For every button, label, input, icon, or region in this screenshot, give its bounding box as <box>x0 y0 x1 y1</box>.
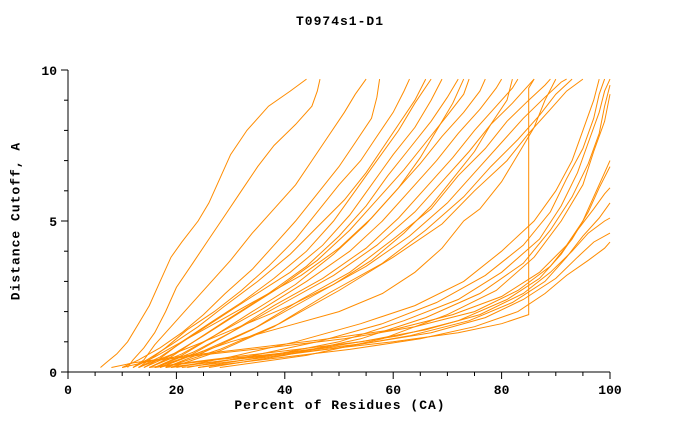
model-curve <box>149 217 611 368</box>
x-tick-label: 0 <box>64 383 72 398</box>
model-curve <box>143 78 470 368</box>
model-curve <box>154 78 535 368</box>
model-curve <box>138 78 513 368</box>
model-curve <box>154 232 611 368</box>
model-curve <box>154 78 557 368</box>
x-tick-label: 80 <box>494 383 510 398</box>
chart-title: T0974s1-D1 <box>295 14 384 29</box>
y-tick-label: 0 <box>49 366 57 381</box>
y-tick-label: 5 <box>49 215 57 230</box>
x-tick-label: 100 <box>598 383 622 398</box>
model-curve <box>132 78 427 368</box>
model-curve <box>159 78 567 368</box>
model-curve <box>165 78 535 368</box>
model-curve <box>100 78 307 368</box>
model-curve <box>165 78 584 368</box>
x-axis-label: Percent of Residues (CA) <box>234 398 446 413</box>
y-tick-label: 10 <box>41 64 57 79</box>
x-tick-label: 20 <box>169 383 185 398</box>
model-curve <box>127 78 321 368</box>
model-curve <box>170 78 573 368</box>
model-curve <box>111 160 611 368</box>
model-curve <box>154 78 486 368</box>
model-curve <box>121 79 381 368</box>
model-curve <box>138 78 410 368</box>
model-curve <box>143 78 432 368</box>
model-curve <box>176 78 600 368</box>
model-curve <box>198 241 611 368</box>
model-curve <box>170 187 611 368</box>
model-curve <box>138 78 443 368</box>
model-curve <box>122 166 611 368</box>
model-curve <box>132 78 367 368</box>
model-curve <box>149 78 503 368</box>
model-curve <box>187 78 606 368</box>
model-curve <box>181 202 611 368</box>
x-tick-label: 40 <box>277 383 293 398</box>
model-curve <box>132 78 465 368</box>
model-curve <box>198 78 611 368</box>
x-tick-label: 60 <box>385 383 401 398</box>
model-curve <box>208 84 611 368</box>
